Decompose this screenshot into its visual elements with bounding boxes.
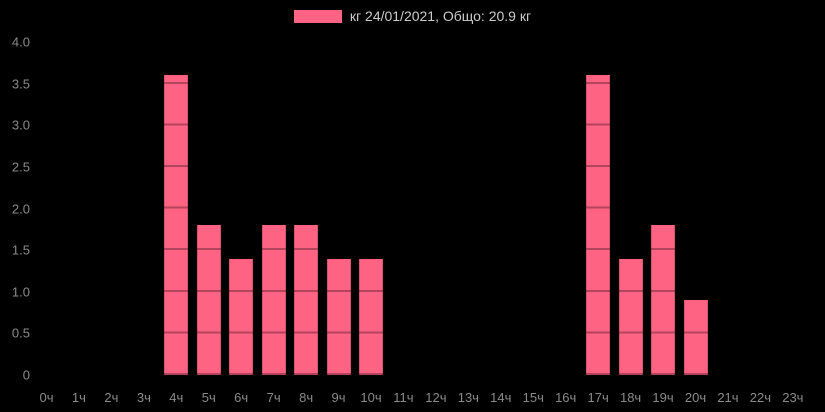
- x-tick-label: 4ч: [169, 390, 184, 405]
- x-tick-label: 19ч: [652, 390, 674, 405]
- y-tick-label: 4.0: [11, 34, 30, 50]
- y-tick-label: 0.5: [11, 325, 30, 341]
- x-tick-label: 13ч: [457, 390, 479, 405]
- x-tick-label: 16ч: [555, 390, 577, 405]
- y-tick-label: 1.5: [11, 242, 30, 258]
- bar-18ч[interactable]: [618, 258, 643, 375]
- y-tick-label: 2.0: [11, 201, 30, 217]
- legend-label: кг 24/01/2021, Общо: 20.9 кг: [349, 8, 532, 24]
- bar-8ч[interactable]: [294, 225, 319, 375]
- x-tick-label: 0ч: [39, 390, 54, 405]
- bar-17ч[interactable]: [586, 75, 611, 375]
- x-tick-label: 7ч: [266, 390, 281, 405]
- bar-5ч[interactable]: [196, 225, 221, 375]
- x-tick-label: 10ч: [360, 390, 382, 405]
- bar-6ч[interactable]: [229, 258, 254, 375]
- x-tick-label: 1ч: [71, 390, 86, 405]
- bar-7ч[interactable]: [261, 225, 286, 375]
- bar-9ч[interactable]: [326, 258, 351, 375]
- y-tick-label: 3.0: [11, 117, 30, 133]
- x-tick-label: 3ч: [136, 390, 151, 405]
- x-tick-label: 21ч: [717, 390, 739, 405]
- x-tick-label: 20ч: [684, 390, 707, 405]
- x-tick-label: 6ч: [234, 390, 249, 405]
- x-tick-label: 17ч: [587, 390, 609, 405]
- bar-4ч[interactable]: [164, 75, 189, 375]
- y-tick-label: 0: [22, 367, 30, 383]
- x-tick-label: 15ч: [522, 390, 544, 405]
- y-tick-label: 3.5: [11, 76, 30, 92]
- chart-legend[interactable]: кг 24/01/2021, Общо: 20.9 кг: [0, 8, 825, 24]
- bar-20ч[interactable]: [683, 300, 708, 375]
- y-tick-label: 1.0: [11, 284, 30, 300]
- y-tick-label: 2.5: [11, 159, 30, 175]
- x-tick-label: 11ч: [393, 390, 414, 405]
- x-tick-label: 23ч: [782, 390, 804, 405]
- bar-19ч[interactable]: [651, 225, 676, 375]
- legend-color-swatch: [293, 10, 342, 23]
- x-tick-label: 22ч: [749, 390, 772, 405]
- x-tick-label: 9ч: [331, 390, 346, 405]
- x-tick-label: 18ч: [619, 390, 642, 405]
- x-tick-label: 12ч: [425, 390, 447, 405]
- bar-10ч[interactable]: [359, 258, 383, 375]
- x-tick-label: 5ч: [201, 390, 216, 405]
- x-tick-label: 8ч: [299, 390, 314, 405]
- x-tick-label: 2ч: [104, 390, 119, 405]
- x-tick-label: 14ч: [490, 390, 512, 405]
